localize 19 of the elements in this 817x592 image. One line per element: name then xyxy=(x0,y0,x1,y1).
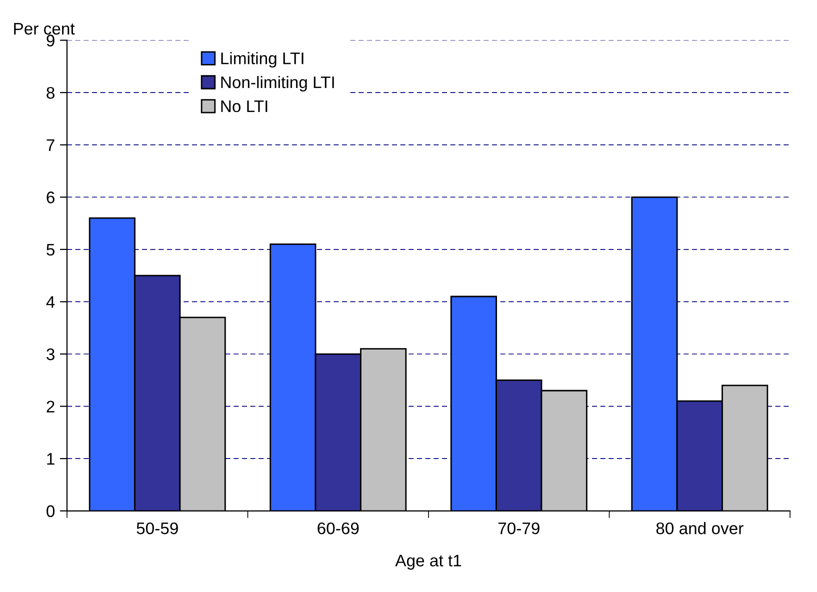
legend-label: Limiting LTI xyxy=(221,52,304,68)
x-tick-label: 50-59 xyxy=(136,522,178,534)
y-tick-label: 7 xyxy=(46,139,54,151)
y-tick-label: 2 xyxy=(46,400,54,412)
y-tick-label: 4 xyxy=(46,296,55,308)
x-tick-label: 70-79 xyxy=(498,522,540,534)
legend-label: Non-limiting LTI xyxy=(221,76,334,92)
y-tick-label: 6 xyxy=(46,192,54,204)
y-tick-label: 8 xyxy=(46,86,54,99)
y-tick-label: 5 xyxy=(46,244,54,256)
legend-label: No LTI xyxy=(221,100,268,112)
x-tick-label: 60-69 xyxy=(318,522,359,534)
y-tick-label: 1 xyxy=(47,453,54,465)
y-tick-label: 0 xyxy=(46,505,55,518)
x-tick-label: 80 and over xyxy=(656,522,744,534)
x-axis-title: Age at t1 xyxy=(395,554,462,570)
y-tick-label: 9 xyxy=(46,34,54,46)
y-axis-title: Per cent xyxy=(14,22,75,35)
y-tick-label: 3 xyxy=(46,348,54,360)
